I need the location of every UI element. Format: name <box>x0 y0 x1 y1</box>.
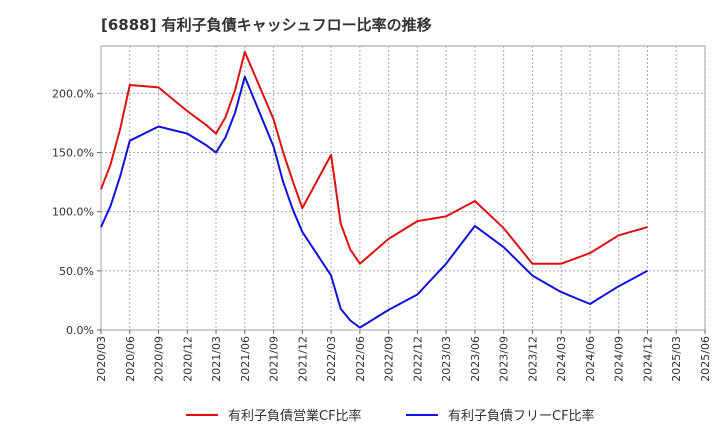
legend-item-operating-cf: 有利子負債営業CF比率 <box>186 405 362 424</box>
x-tick-label: 2024/03 <box>555 336 568 382</box>
x-tick-label: 2023/06 <box>469 336 482 382</box>
x-tick-label: 2021/12 <box>296 336 309 382</box>
x-tick-label: 2021/03 <box>210 336 223 382</box>
x-tick-label: 2023/12 <box>526 336 539 382</box>
x-tick-label: 2022/03 <box>325 336 338 382</box>
y-tick-label: 200.0% <box>52 87 94 100</box>
chart-title: [6888] 有利子負債キャッシュフロー比率の推移 <box>101 16 432 34</box>
x-tick-label: 2023/03 <box>440 336 453 382</box>
legend-label: 有利子負債営業CF比率 <box>228 409 362 424</box>
x-tick-label: 2022/12 <box>411 336 424 382</box>
x-tick-label: 2021/06 <box>239 336 252 382</box>
x-tick-label: 2025/06 <box>699 336 712 382</box>
x-tick-label: 2024/06 <box>584 336 597 382</box>
axis-layer: 2020/03 2020/06 2020/09 2020/12 2021/03 2021/… <box>52 87 712 381</box>
x-tick-label: 2022/09 <box>383 336 396 382</box>
legend-label: 有利子負債フリーCF比率 <box>448 409 595 424</box>
y-tick-label: 50.0% <box>59 265 94 278</box>
y-tick-label: 100.0% <box>52 206 94 219</box>
y-tick-label: 0.0% <box>66 324 94 337</box>
x-tick-label: 2020/06 <box>124 336 137 382</box>
series-line-1 <box>100 50 648 265</box>
x-tick-label: 2024/12 <box>641 336 654 382</box>
x-tick-label: 2023/09 <box>498 336 511 382</box>
plot-area <box>100 45 706 331</box>
x-tick-label: 2024/09 <box>613 336 626 382</box>
x-tick-label: 2020/09 <box>153 336 166 382</box>
legend-swatch-blue <box>406 413 438 416</box>
x-tick-label: 2021/09 <box>268 336 281 382</box>
legend-swatch-red <box>186 413 218 416</box>
series-line-2 <box>100 75 648 329</box>
x-tick-label: 2022/06 <box>354 336 367 382</box>
y-tick-label: 150.0% <box>52 147 94 160</box>
series-layer <box>100 50 648 329</box>
legend-item-free-cf: 有利子負債フリーCF比率 <box>406 405 595 424</box>
x-tick-label: 2020/12 <box>181 336 194 382</box>
grid-layer <box>100 46 706 331</box>
x-tick-label: 2025/03 <box>670 336 683 382</box>
x-tick-label: 2020/03 <box>95 336 108 382</box>
